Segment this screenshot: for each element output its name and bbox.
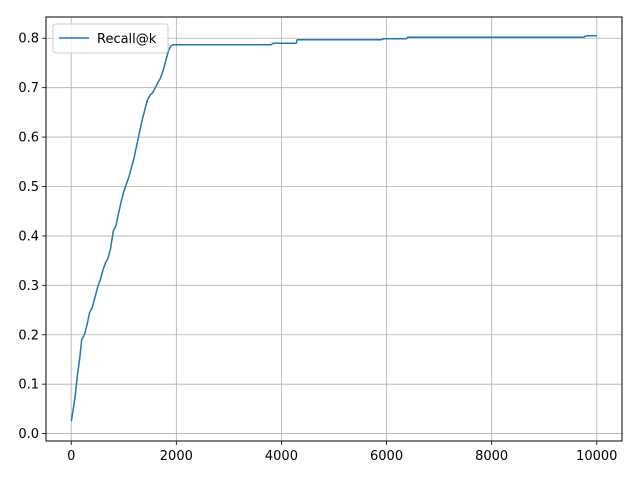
y-tick-label: 0.8 — [18, 32, 39, 47]
x-tick-label: 6000 — [370, 449, 403, 464]
legend-label: Recall@k — [97, 32, 157, 47]
x-tick-label: 2000 — [160, 449, 193, 464]
legend-box — [52, 23, 169, 54]
y-tick-label: 0.4 — [18, 229, 39, 244]
grid — [46, 17, 622, 441]
y-tick-label: 0.1 — [18, 378, 39, 393]
x-axis: 0 2000 4000 6000 8000 10000 — [67, 441, 617, 464]
x-tick-label: 0 — [67, 449, 75, 464]
y-tick-label: 0.0 — [18, 427, 39, 442]
y-axis: 0.0 0.1 0.2 0.3 0.4 0.5 0.6 0.7 0.8 — [18, 32, 46, 442]
y-tick-label: 0.3 — [18, 279, 39, 294]
plot-frame — [45, 16, 623, 442]
y-tick-label: 0.7 — [18, 81, 39, 96]
series-line-recall-at-k — [70, 35, 597, 422]
x-tick-label: 10000 — [576, 449, 617, 464]
y-tick-label: 0.2 — [18, 328, 39, 343]
series-layer — [70, 35, 597, 422]
y-tick-label: 0.5 — [18, 180, 39, 195]
legend: Recall@k — [52, 23, 169, 54]
x-tick-label: 8000 — [475, 449, 508, 464]
y-tick-label: 0.6 — [18, 131, 39, 146]
x-tick-label: 4000 — [265, 449, 298, 464]
